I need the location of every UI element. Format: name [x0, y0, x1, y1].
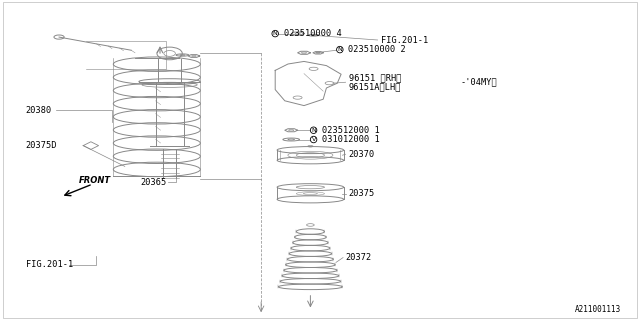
Text: A211001113: A211001113 — [575, 305, 621, 314]
Text: -'04MY〉: -'04MY〉 — [461, 78, 497, 87]
Text: 023510000 4: 023510000 4 — [284, 29, 346, 38]
Text: 96151 〈RH〉: 96151 〈RH〉 — [349, 73, 401, 82]
Text: FIG.201-1: FIG.201-1 — [381, 36, 428, 44]
Text: 20380: 20380 — [26, 106, 52, 115]
Text: V: V — [312, 137, 316, 142]
Text: FIG.201-1: FIG.201-1 — [26, 260, 73, 269]
Text: 20375D: 20375D — [26, 141, 57, 150]
Text: FRONT: FRONT — [79, 176, 111, 185]
Text: 20365: 20365 — [141, 178, 167, 187]
Text: N: N — [311, 128, 316, 133]
Text: 20375: 20375 — [349, 189, 375, 198]
Text: 20370: 20370 — [349, 150, 375, 159]
Text: 96151A〈LH〉: 96151A〈LH〉 — [349, 82, 401, 91]
Text: 023510000 2: 023510000 2 — [348, 45, 411, 54]
Text: N: N — [273, 31, 278, 36]
Text: 023512000 1: 023512000 1 — [322, 126, 385, 135]
Text: N: N — [337, 47, 342, 52]
Text: 031012000 1: 031012000 1 — [322, 135, 385, 144]
Text: 20372: 20372 — [346, 253, 372, 262]
